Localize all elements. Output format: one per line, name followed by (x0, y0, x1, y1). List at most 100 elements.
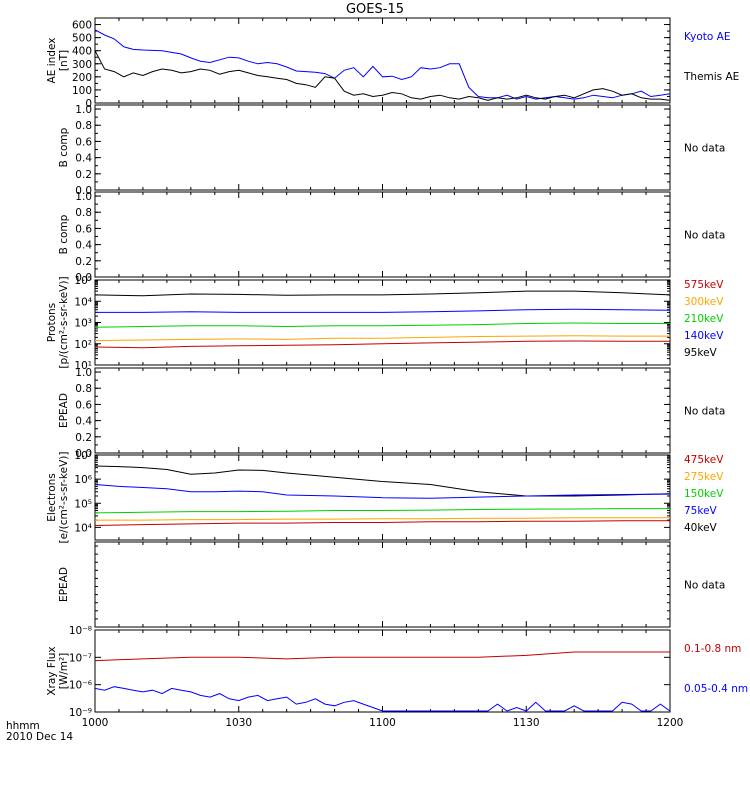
panel-epead2: EPEAD No data (58, 541, 725, 628)
y-tick-label: 0.2 (75, 169, 92, 181)
x-tick-label: 1130 (513, 717, 540, 729)
y-tick-label: 10⁶ (74, 474, 92, 486)
y-axis-label: EPEAD (58, 393, 70, 428)
y-tick-label: 10⁵ (74, 498, 92, 510)
footer-date: 2010 Dec 14 (6, 731, 73, 743)
y-tick-label: 10⁵ (74, 275, 92, 287)
y-tick-label: 1.0 (75, 191, 92, 203)
series-line-40kev (94, 465, 671, 497)
y-tick-label: 0.6 (75, 399, 92, 411)
y-axis-label: B comp (58, 127, 70, 167)
y-tick-label: 10⁻⁹ (69, 707, 92, 719)
y-tick-label: 10⁴ (74, 522, 92, 534)
y-axis-label: Protons (46, 303, 58, 342)
y-tick-label: 0.6 (75, 136, 92, 148)
legend-entry: No data (684, 143, 725, 155)
legend-entry: 475keV (684, 454, 724, 466)
panel-frame-epead2 (94, 541, 671, 628)
y-tick-label: 10⁻⁶ (69, 680, 92, 692)
series-line-0-05-0-4-nm (94, 686, 671, 712)
legend-entry: 300keV (684, 296, 724, 308)
legend-entry: 0.1-0.8 nm (684, 643, 741, 655)
series-line-275kev (95, 517, 670, 521)
panel-frame-protons (94, 279, 671, 366)
y-tick-label: 200 (72, 72, 92, 84)
y-tick-label: 600 (72, 20, 92, 32)
panel-electrons: 10⁴ 10⁵ 10⁶ 10⁷ Electrons [e/(cm²-s-sr-keV)] 4… (46, 450, 724, 543)
legend-entry: No data (684, 580, 725, 592)
y-tick-label: 0.6 (75, 223, 92, 235)
y-tick-label: 0.0 (75, 448, 92, 460)
panel-b1: 0.0 0.2 0.4 0.6 0.8 1.0 B comp No data (58, 104, 725, 197)
y-tick-label: 10¹ (74, 360, 92, 372)
y-tick-label: 400 (72, 46, 92, 58)
legend-entry: Themis AE (683, 71, 739, 83)
y-tick-label: 0.4 (75, 240, 92, 252)
y-tick-label: 10² (74, 339, 92, 351)
y-tick-label: 500 (72, 33, 92, 45)
y-tick-label: 300 (72, 59, 92, 71)
panel-frame-epead1 (94, 367, 671, 454)
panel-frame-b2 (94, 191, 671, 278)
legend-entry: No data (684, 230, 725, 242)
series-line-140kev (95, 308, 671, 313)
y-tick-label: 0.8 (75, 207, 92, 219)
y-tick-label: 10⁴ (74, 296, 92, 308)
y-axis-label: B comp (58, 214, 70, 254)
y-axis-label: AE index (46, 38, 58, 84)
panel-protons: 10¹ 10² 10³ 10⁴ 10⁵ Protons [p/(cm²-s-sr-keV)]… (46, 275, 724, 372)
x-tick-label: 1000 (82, 717, 109, 729)
x-tick-label: 1200 (657, 717, 684, 729)
legend-entry: 275keV (684, 471, 724, 483)
y-axis-label: Xray Flux (46, 646, 58, 695)
y-axis-label: Electrons (46, 473, 58, 522)
series-line-0-1-0-8-nm (94, 651, 670, 662)
series-line-75kev (94, 484, 671, 499)
y-tick-label: 0.8 (75, 120, 92, 132)
y-axis-label: [W/m²] (58, 653, 70, 690)
legend-entry: 75keV (684, 505, 718, 517)
panel-epead1: 0.0 0.2 0.4 0.6 0.8 1.0 EPEAD No data (58, 367, 725, 460)
series-line-95kev (94, 290, 671, 297)
panel-b2: 0.0 0.2 0.4 0.6 0.8 1.0 B comp No data (58, 191, 725, 284)
legend-entry: 95keV (684, 347, 718, 359)
y-tick-label: 10⁷ (74, 450, 92, 462)
series-line-150kev (94, 508, 670, 514)
y-tick-label: 0.2 (75, 256, 92, 268)
legend-entry: 150keV (684, 488, 724, 500)
series-line-210kev (94, 322, 670, 328)
y-tick-label: 0.4 (75, 416, 92, 428)
series-line-300kev (94, 335, 670, 342)
y-tick-label: 100 (72, 85, 92, 97)
y-tick-label: 0 (85, 98, 92, 110)
series-line-themis-ae (94, 50, 671, 101)
y-axis-label: [p/(cm²-s-sr-keV)] (58, 276, 70, 368)
y-tick-label: 10⁻⁸ (69, 625, 92, 637)
x-tick-label: 1030 (225, 717, 252, 729)
y-tick-label: 1.0 (75, 104, 92, 116)
y-tick-label: 0.0 (75, 272, 92, 284)
y-tick-label: 0.8 (75, 383, 92, 395)
series-line-475kev (94, 520, 670, 526)
panel-xray: 10⁻⁹ 10⁻⁶ 10⁻⁷ 10⁻⁸ Xray Flux [W/m²] 0.1-0.8 n… (46, 625, 748, 719)
x-tick-label: 1100 (369, 717, 396, 729)
series-line-575kev (94, 340, 670, 349)
y-axis-label: EPEAD (58, 567, 70, 602)
x-axis: 1000 1030 1100 1130 1200 (82, 717, 684, 729)
footer-hhmm: hhmm (6, 720, 40, 732)
y-tick-label: 10³ (74, 318, 92, 330)
panel-frame-b1 (94, 104, 671, 191)
y-tick-label: 0.0 (75, 185, 92, 197)
panel-frame-ae (94, 17, 671, 104)
y-tick-label: 10⁻⁷ (69, 652, 92, 664)
legend-entry: 140keV (684, 330, 724, 342)
panel-frame-xray (94, 629, 671, 713)
y-axis-label: [nT] (58, 50, 70, 71)
series-line-kyoto-ae (94, 29, 671, 100)
legend-entry: 575keV (684, 279, 724, 291)
legend-entry: 210keV (684, 313, 724, 325)
y-tick-label: 1.0 (75, 367, 92, 379)
y-tick-label: 0.2 (75, 432, 92, 444)
y-tick-label: 0.4 (75, 153, 92, 165)
